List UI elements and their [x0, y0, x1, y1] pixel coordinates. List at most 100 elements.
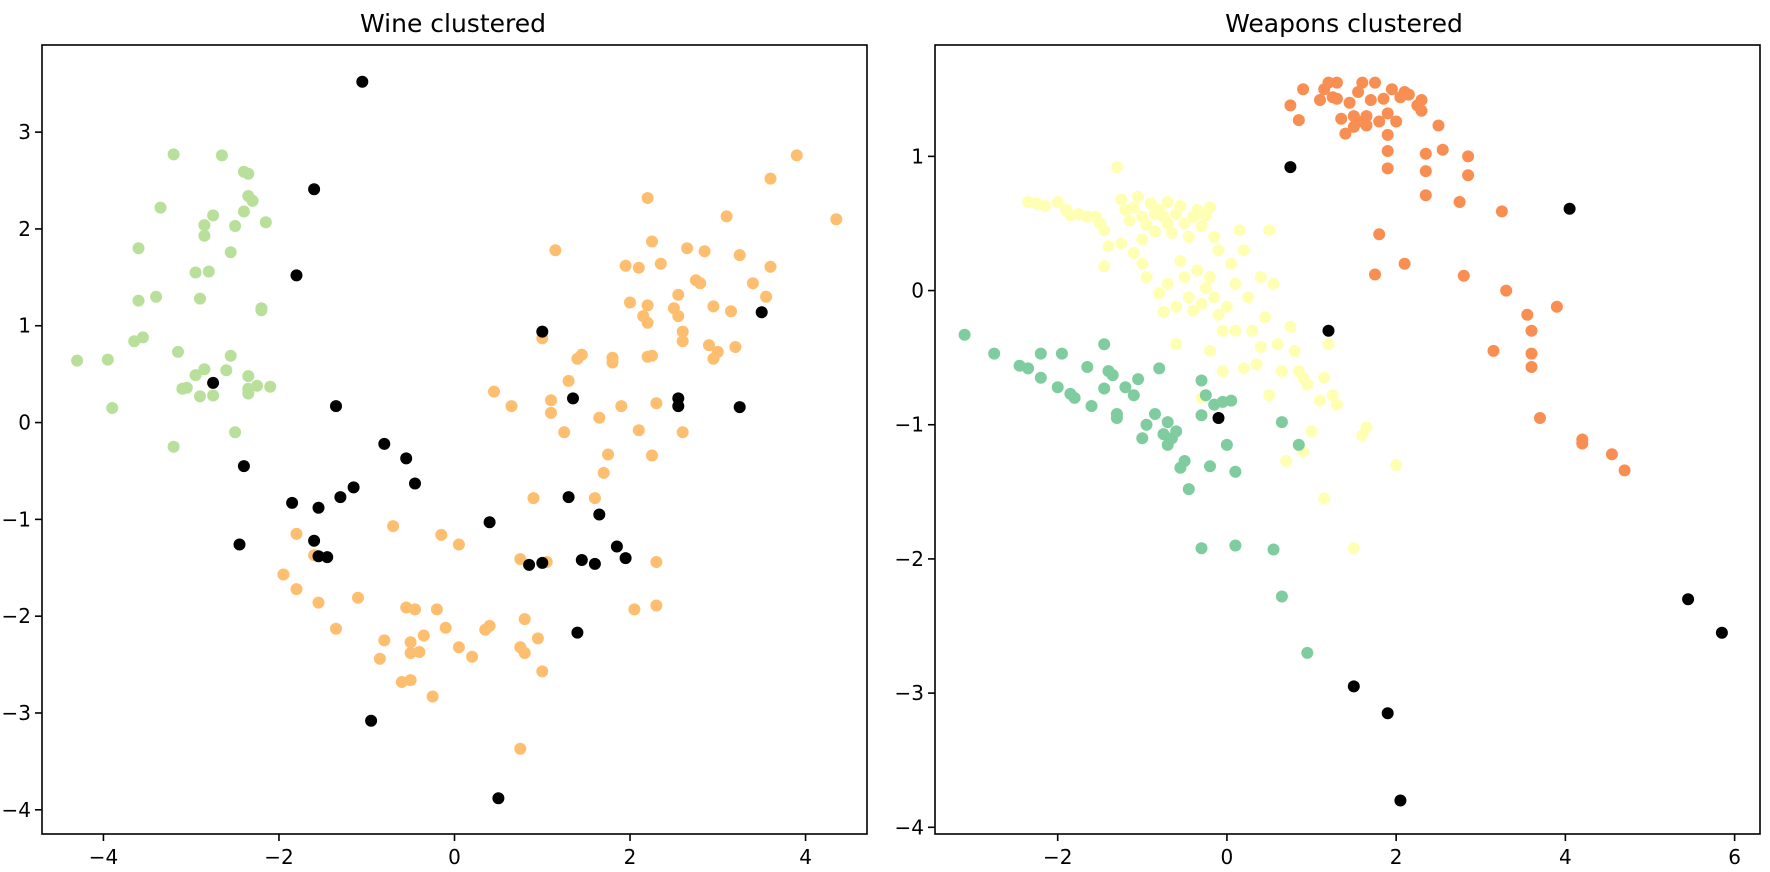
weapons-point-s0-3 — [1314, 94, 1326, 106]
wine-point-s1-56 — [632, 424, 645, 437]
wine-point-s0-29 — [229, 426, 242, 439]
weapons-point-s0-51 — [1525, 324, 1538, 337]
wine-point-s1-20 — [452, 538, 465, 551]
weapons-point-s0-42 — [1462, 169, 1475, 182]
weapons-point-s3-0 — [1284, 161, 1297, 174]
wine-point-s0-34 — [242, 167, 255, 180]
wine-point-s1-14 — [409, 603, 421, 616]
weapons-point-s2-4 — [1034, 347, 1047, 360]
wine-point-s1-64 — [641, 192, 654, 204]
weapons-point-s1-85 — [1330, 398, 1343, 411]
weapons-point-s0-35 — [1419, 147, 1432, 160]
weapons-point-s1-96 — [1229, 324, 1242, 337]
weapons-point-s1-86 — [1318, 492, 1331, 505]
wine-point-s1-73 — [681, 242, 694, 255]
wine-point-s0-19 — [202, 265, 215, 278]
wine-point-s2-20 — [536, 556, 549, 569]
wine-point-s1-81 — [720, 210, 733, 223]
wine-point-s2-21 — [536, 325, 549, 338]
wine-xtick-label-1: −2 — [264, 845, 293, 869]
weapons-point-s1-66 — [1246, 324, 1259, 337]
weapons-point-s2-44 — [1267, 543, 1280, 556]
weapons-point-s1-18 — [1132, 190, 1145, 203]
weapons-point-s0-10 — [1339, 127, 1352, 140]
weapons-xtick-label-0: −2 — [1043, 845, 1072, 869]
weapons-plot-frame — [934, 44, 1761, 835]
wine-point-s2-31 — [672, 400, 685, 413]
weapons-point-s2-39 — [1220, 438, 1233, 451]
wine-point-s0-15 — [189, 266, 202, 279]
wine-point-s2-10 — [334, 491, 347, 504]
weapons-point-s1-36 — [1195, 220, 1208, 233]
wine-point-s0-8 — [154, 201, 167, 214]
wine-point-s2-28 — [610, 540, 623, 553]
weapons-point-s0-57 — [1576, 437, 1589, 450]
wine-point-s1-52 — [619, 259, 632, 272]
weapons-point-s1-87 — [1347, 542, 1360, 555]
weapons-point-s2-34 — [1195, 409, 1208, 422]
wine-point-s1-42 — [562, 374, 575, 387]
wine-point-s0-13 — [167, 440, 180, 453]
weapons-point-s1-35 — [1191, 204, 1204, 216]
weapons-point-s0-7 — [1330, 76, 1343, 89]
weapons-point-s1-54 — [1195, 298, 1208, 310]
wine-point-s1-77 — [703, 339, 715, 352]
wine-point-s1-80 — [711, 345, 724, 358]
weapons-point-s0-40 — [1453, 196, 1466, 208]
wine-point-s1-59 — [641, 299, 654, 312]
wine-point-s0-5 — [132, 294, 145, 307]
wine-point-s1-39 — [545, 406, 557, 419]
wine-xtick-label-4: 4 — [799, 845, 812, 869]
wine-point-s1-32 — [518, 613, 531, 626]
weapons-point-s0-8 — [1330, 92, 1343, 105]
weapons-xtick-label-1: 0 — [1221, 845, 1234, 869]
weapons-point-s1-55 — [1199, 281, 1212, 294]
wine-point-s2-27 — [593, 508, 606, 521]
wine-point-s0-12 — [180, 381, 193, 394]
weapons-point-s0-47 — [1457, 269, 1470, 282]
wine-point-s1-5 — [330, 622, 342, 635]
weapons-point-s3-7 — [1381, 707, 1394, 720]
wine-point-s2-1 — [308, 183, 321, 196]
weapons-point-s0-24 — [1381, 128, 1394, 141]
wine-point-s0-35 — [242, 370, 255, 383]
weapons-point-s0-1 — [1292, 114, 1305, 127]
wine-ytick-label-0: 3 — [18, 120, 31, 144]
wine-point-s2-14 — [308, 534, 321, 547]
weapons-point-s1-33 — [1182, 230, 1195, 243]
weapons-point-s0-14 — [1352, 86, 1365, 98]
weapons-point-s1-50 — [1178, 271, 1191, 284]
weapons-point-s1-51 — [1182, 291, 1195, 304]
weapons-point-s2-35 — [1199, 389, 1212, 402]
wine-axes: −4 −2 0 2 4 3 2 1 0 −1 −2 −3 −4 — [2, 120, 812, 869]
weapons-point-s2-45 — [1275, 416, 1288, 429]
weapons-ytick-label-1: 0 — [911, 279, 924, 303]
weapons-point-s1-68 — [1254, 271, 1267, 284]
weapons-point-s2-5 — [1034, 371, 1047, 384]
subplot-wine: Wine clustered −4 −2 0 2 4 3 2 1 0 −1 −2 −3 −4 — [2, 9, 868, 869]
weapons-point-s2-0 — [958, 328, 971, 341]
wine-point-s1-85 — [746, 277, 759, 290]
wine-point-s2-15 — [312, 550, 325, 563]
weapons-point-s1-49 — [1174, 255, 1187, 267]
wine-point-s1-61 — [646, 349, 658, 362]
wine-point-s1-0 — [277, 568, 290, 581]
wine-point-s0-6 — [132, 242, 145, 255]
weapons-point-s0-11 — [1343, 96, 1356, 109]
wine-point-s2-0 — [356, 75, 369, 88]
wine-point-s1-47 — [597, 466, 610, 479]
wine-point-s2-33 — [755, 306, 768, 319]
weapons-point-s1-10 — [1098, 224, 1111, 237]
wine-point-s1-82 — [725, 305, 737, 318]
weapons-point-s2-10 — [1081, 361, 1094, 373]
weapons-chart-title: Weapons clustered — [1225, 9, 1463, 38]
wine-point-s1-83 — [729, 341, 742, 353]
weapons-point-s1-24 — [1149, 225, 1161, 238]
weapons-point-s0-45 — [1369, 268, 1381, 281]
wine-point-s0-26 — [224, 349, 237, 362]
wine-point-s2-19 — [523, 558, 536, 571]
weapons-ytick-label-5: −4 — [895, 815, 924, 839]
weapons-point-s1-71 — [1267, 277, 1280, 290]
weapons-point-s2-47 — [1292, 438, 1305, 451]
wine-point-s1-6 — [352, 591, 364, 604]
